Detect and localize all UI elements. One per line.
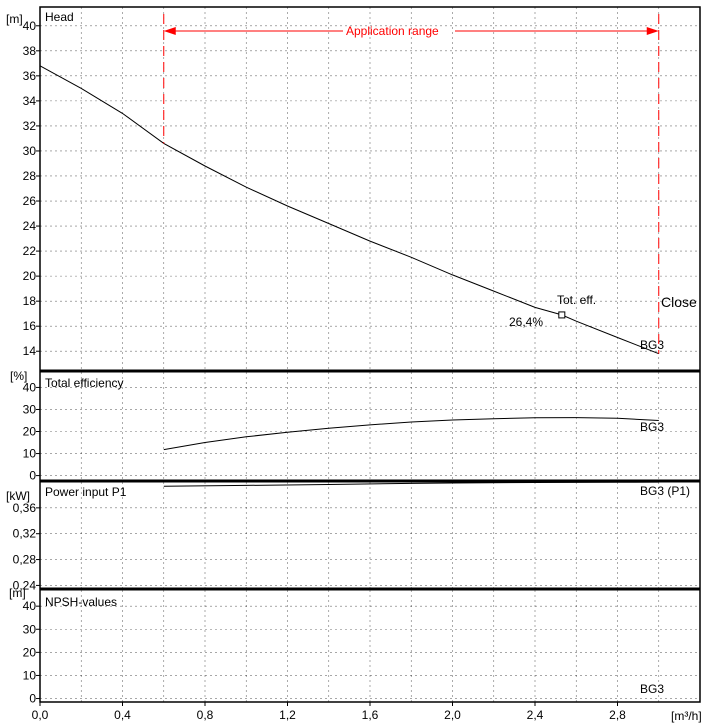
y-tick-label: 20 (23, 425, 37, 439)
duty-point-value: 26,4% (509, 315, 543, 329)
x-tick-label: 0,4 (114, 708, 131, 722)
y-tick-label: 36 (23, 69, 37, 83)
y-tick-label: 24 (23, 219, 37, 233)
y-tick-label: 18 (23, 294, 37, 308)
npsh-panel-title: NPSH-values (45, 595, 117, 609)
series-line-head (39, 65, 659, 355)
y-tick-label: 38 (23, 44, 37, 58)
power-unit-label: [kW] (6, 489, 30, 503)
y-tick-label: 0,24 (13, 578, 37, 592)
application-range-label: Application range (346, 24, 439, 38)
power-panel-title: Power input P1 (45, 485, 127, 499)
x-tick-label: 0,8 (197, 708, 214, 722)
y-tick-label: 0 (29, 692, 36, 706)
head-unit-label: [m] (6, 12, 23, 26)
y-tick-label: 14 (23, 344, 37, 358)
grid-layer (40, 7, 700, 702)
frame-layer (36, 6, 701, 706)
x-tick-label: 2,0 (444, 708, 461, 722)
y-tick-label: 30 (23, 622, 37, 636)
y-tick-label: 28 (23, 169, 37, 183)
plot-frame (39, 6, 701, 703)
y-tick-label: 10 (23, 668, 37, 682)
application-range (163, 14, 660, 354)
y-tick-label: 26 (23, 194, 37, 208)
efficiency-panel-title: Total efficiency (45, 376, 124, 390)
y-tick-label: 0,36 (13, 501, 37, 515)
range-arrowhead-left (163, 27, 176, 35)
tick-labels: 14 16 18 20 22 24 26 28 30 32 34 36 38 40 0 10 20 30 40 0,2… (13, 19, 627, 722)
y-tick-label: 20 (23, 269, 37, 283)
close-label: Close (661, 294, 697, 310)
y-tick-label: 30 (23, 144, 37, 158)
y-tick-label: 40 (23, 599, 37, 613)
y-tick-label: 40 (23, 19, 37, 33)
y-tick-label: 22 (23, 244, 37, 258)
x-tick-label: 2,8 (609, 708, 626, 722)
npsh-series-label: BG3 (640, 682, 664, 696)
efficiency-unit-label: [%] (10, 369, 27, 383)
range-arrowhead-right (646, 27, 659, 35)
power-series-label: BG3 (P1) (640, 484, 690, 498)
y-tick-label: 32 (23, 119, 37, 133)
y-tick-label: 0,28 (13, 553, 37, 567)
duty-point-label: Tot. eff. (557, 293, 596, 307)
efficiency-series-label: BG3 (640, 420, 664, 434)
x-tick-label: 1,2 (279, 708, 296, 722)
head-panel-title: Head (45, 10, 74, 24)
x-tick-label: 0,0 (32, 708, 49, 722)
head-series-label: BG3 (640, 338, 664, 352)
duty-point-marker (558, 311, 566, 319)
series-line-efficiency (163, 417, 659, 451)
x-axis-unit-label: [m³/h] (671, 709, 702, 723)
y-tick-label: 16 (23, 319, 37, 333)
x-tick-label: 1,6 (362, 708, 379, 722)
y-tick-label: 10 (23, 447, 37, 461)
y-tick-label: 34 (23, 94, 37, 108)
series-line-power (163, 481, 659, 487)
npsh-unit-label: [m] (9, 586, 26, 600)
y-tick-label: 20 (23, 645, 37, 659)
y-tick-label: 30 (23, 402, 37, 416)
y-tick-label: 0,32 (13, 527, 37, 541)
x-tick-label: 2,4 (527, 708, 544, 722)
y-tick-label: 40 (23, 380, 37, 394)
y-tick-label: 0 (29, 469, 36, 483)
curve-layer (39, 65, 659, 487)
